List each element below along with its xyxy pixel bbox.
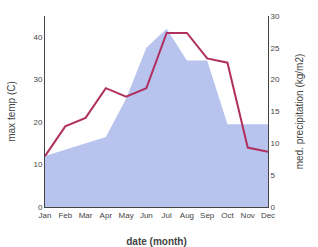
svg-text:Apr: Apr bbox=[100, 211, 113, 220]
svg-text:15: 15 bbox=[271, 107, 280, 116]
svg-text:Oct: Oct bbox=[221, 211, 234, 220]
svg-text:med. precipitation (kg/m2): med. precipitation (kg/m2) bbox=[294, 54, 305, 170]
svg-text:max temp (C): max temp (C) bbox=[6, 81, 17, 142]
svg-text:5: 5 bbox=[271, 171, 276, 180]
svg-text:0: 0 bbox=[271, 203, 276, 212]
svg-text:0: 0 bbox=[38, 203, 43, 212]
svg-text:Feb: Feb bbox=[58, 211, 72, 220]
svg-text:20: 20 bbox=[33, 118, 42, 127]
svg-text:30: 30 bbox=[33, 75, 42, 84]
svg-text:10: 10 bbox=[271, 139, 280, 148]
svg-text:Dec: Dec bbox=[261, 211, 275, 220]
svg-text:Jul: Jul bbox=[162, 211, 172, 220]
svg-text:Nov: Nov bbox=[241, 211, 255, 220]
svg-text:25: 25 bbox=[271, 44, 280, 53]
svg-text:20: 20 bbox=[271, 75, 280, 84]
svg-text:Mar: Mar bbox=[79, 211, 93, 220]
svg-text:30: 30 bbox=[271, 12, 280, 21]
svg-text:date (month): date (month) bbox=[126, 236, 187, 247]
svg-text:Jun: Jun bbox=[140, 211, 153, 220]
svg-text:Jan: Jan bbox=[39, 211, 52, 220]
svg-text:Aug: Aug bbox=[180, 211, 194, 220]
svg-text:10: 10 bbox=[33, 160, 42, 169]
svg-text:40: 40 bbox=[33, 33, 42, 42]
svg-text:May: May bbox=[119, 211, 134, 220]
svg-text:Sep: Sep bbox=[200, 211, 215, 220]
